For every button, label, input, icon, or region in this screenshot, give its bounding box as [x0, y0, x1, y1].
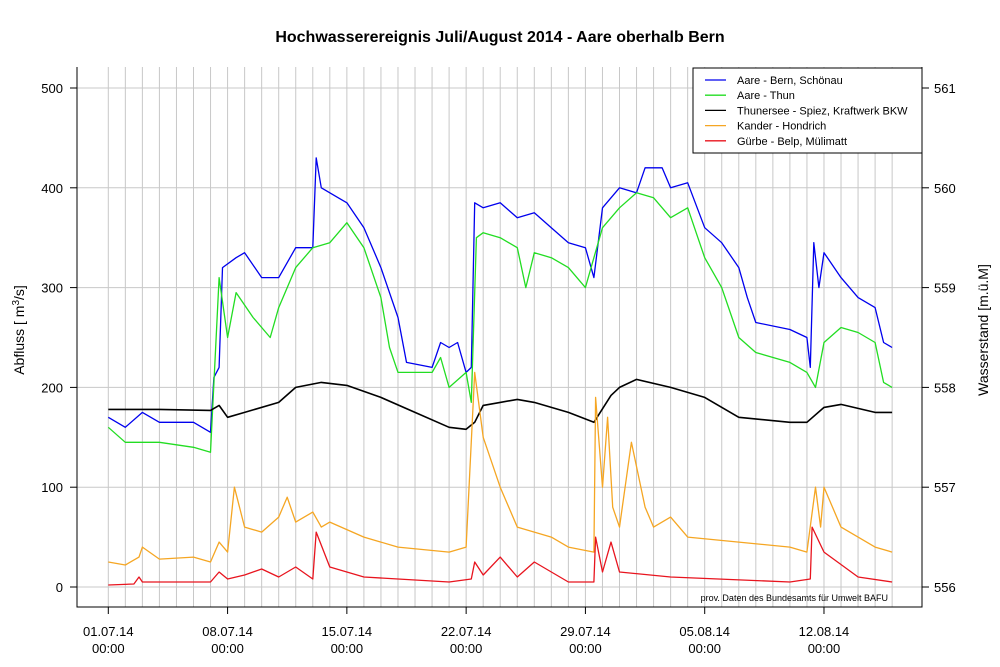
- series-line: [107, 157, 893, 433]
- legend: Aare - Bern, Schönau Aare - Thun Thunersee…: [692, 67, 923, 154]
- x-tick-time: 00:00: [331, 641, 364, 656]
- source-note: prov. Daten des Bundesamts für Umwelt BA…: [701, 593, 888, 603]
- y2-tick-label: 561: [934, 81, 956, 96]
- legend-box: [692, 67, 923, 154]
- x-tick-date: 15.07.14: [322, 624, 373, 639]
- x-tick-time: 00:00: [688, 641, 721, 656]
- x-tick-time: 00:00: [450, 641, 483, 656]
- y2-tick-label: 557: [934, 480, 956, 495]
- y-tick-label: 500: [41, 81, 63, 96]
- x-tick-time: 00:00: [211, 641, 244, 656]
- axis-frame: [76, 67, 923, 608]
- series-line: [107, 192, 893, 453]
- y-tick-label: 400: [41, 181, 63, 196]
- legend-label: Aare - Bern, Schönau: [737, 75, 843, 87]
- x-tick-time: 00:00: [808, 641, 841, 656]
- x-tick-date: 01.07.14: [83, 624, 134, 639]
- x-tick-date: 12.08.14: [799, 624, 850, 639]
- x-tick-time: 00:00: [92, 641, 125, 656]
- axes: 0 100 200 300 400 500 556 557 558 559 560 561 01.07.…: [41, 67, 956, 656]
- grid: [77, 67, 922, 607]
- y2-tick-label: 559: [934, 281, 956, 296]
- legend-label: Thunersee - Spiez, Kraftwerk BKW: [737, 105, 908, 117]
- y2-tick-label: 556: [934, 580, 956, 595]
- y-axis-label: Abfluss [ m3/s]: [11, 285, 27, 375]
- y-tick-label: 100: [41, 480, 63, 495]
- x-tick-date: 08.07.14: [202, 624, 253, 639]
- x-tick-date: 05.08.14: [679, 624, 730, 639]
- chart-title: Hochwasserereignis Juli/August 2014 - Aa…: [275, 29, 724, 46]
- x-tick-time: 00:00: [569, 641, 602, 656]
- x-tick-date: 29.07.14: [560, 624, 611, 639]
- series-line: [108, 526, 893, 586]
- y-tick-label: 0: [56, 580, 63, 595]
- series-line: [108, 371, 893, 566]
- legend-label: Kander - Hondrich: [737, 121, 826, 133]
- y2-tick-label: 558: [934, 380, 956, 395]
- y2-axis-label: Wasserstand [m.ü.M]: [975, 264, 991, 396]
- legend-label: Gürbe - Belp, Mülimatt: [737, 136, 847, 148]
- y-tick-label: 300: [41, 281, 63, 296]
- y2-tick-label: 560: [934, 181, 956, 196]
- series-line: [108, 378, 893, 431]
- x-tick-date: 22.07.14: [441, 624, 492, 639]
- legend-label: Aare - Thun: [737, 90, 795, 102]
- y-tick-label: 200: [41, 380, 63, 395]
- series-lines: [107, 157, 893, 586]
